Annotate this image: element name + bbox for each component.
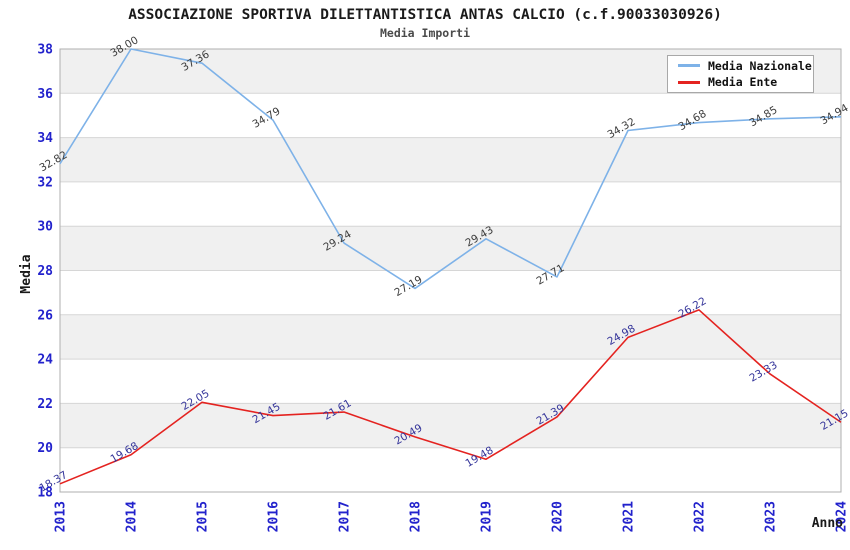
y-tick-label: 20 [37,441,53,456]
y-tick-label: 26 [37,308,53,323]
y-tick-label: 30 [37,220,53,235]
plot-band [60,314,841,360]
chart-subtitle: Media Importi [379,26,470,40]
x-tick-label: 2018 [409,501,424,532]
x-tick-label: 2020 [551,501,566,532]
x-tick-label: 2022 [693,501,708,532]
y-tick-label: 22 [37,397,53,412]
legend-line-swatch-ente-icon [678,80,700,84]
y-tick-label: 38 [37,43,53,58]
plot-band [60,447,841,492]
x-tick-label: 2021 [622,501,637,532]
legend-item-media-nazionale: Media Nazionale [668,59,813,73]
x-tick-label: 2023 [764,501,779,532]
y-tick-label: 32 [37,175,53,190]
legend-label-nazionale: Media Nazionale [708,58,812,73]
y-tick-label: 18 [37,486,53,501]
x-tick-label: 2019 [480,501,495,532]
plot-border [59,48,842,493]
legend-item-media-ente: Media Ente [668,75,813,89]
y-axis-title: Media [19,254,34,293]
y-tick-label: 24 [37,353,53,368]
series-line-media-ente [59,309,842,485]
legend-label-ente: Media Ente [708,75,778,90]
legend-line-swatch-nazionale-icon [678,64,700,68]
plot-band [60,137,841,182]
x-tick-label: 2024 [835,501,850,532]
x-axis-title: Anno [812,516,843,531]
plot-band [60,403,841,448]
x-tick-label: 2015 [196,501,211,532]
y-tick-label: 28 [37,264,53,279]
chart-title: ASSOCIAZIONE SPORTIVA DILETTANTISTICA AN… [128,7,722,23]
plot-band [60,93,841,138]
y-tick-label: 36 [37,87,53,102]
x-tick-label: 2013 [54,501,69,532]
x-tick-label: 2017 [338,501,353,532]
x-tick-label: 2014 [125,501,140,532]
chart-legend: Media Nazionale Media Ente [667,55,814,93]
y-tick-label: 34 [37,131,53,146]
plot-band [60,181,841,227]
plot-band [60,359,841,404]
x-tick-label: 2016 [267,501,282,532]
plot-band [60,270,841,315]
series-line-media-nazionale [59,48,842,290]
